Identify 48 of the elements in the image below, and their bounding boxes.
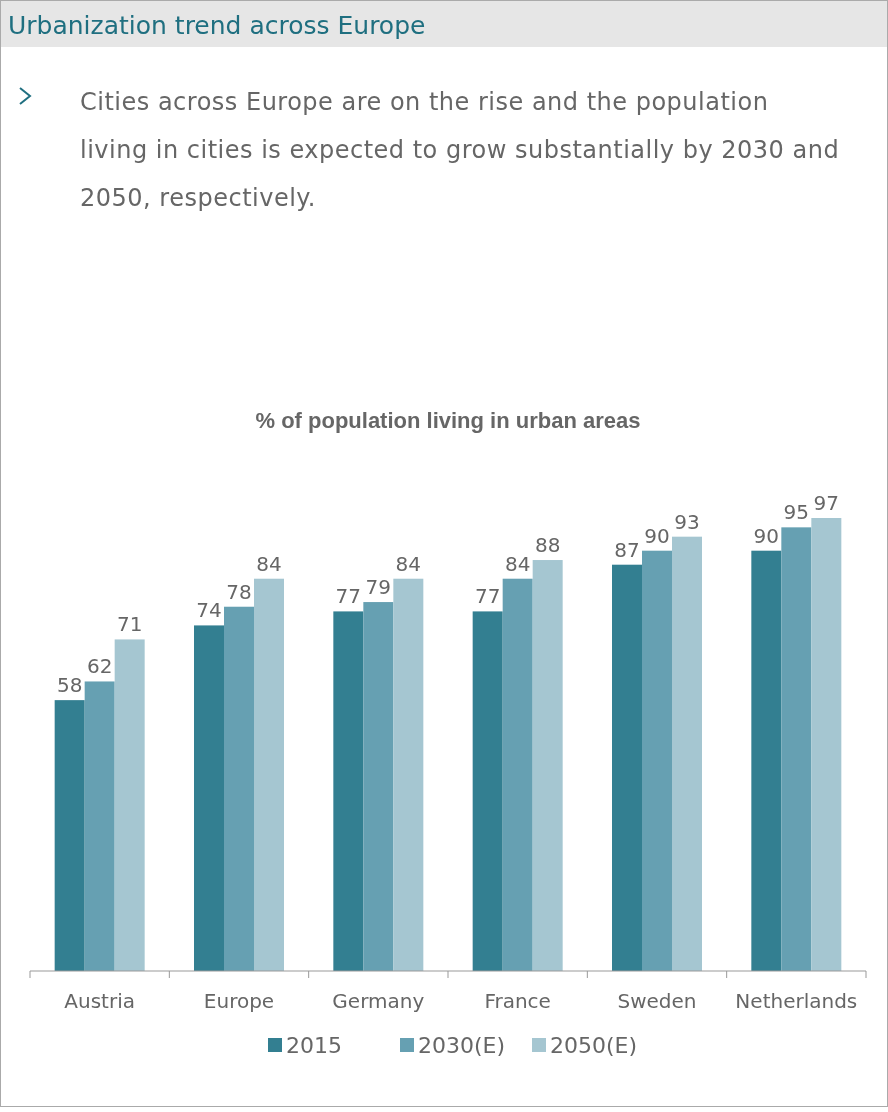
text: % of population living in urban areas bbox=[255, 408, 641, 433]
data-label: 78 bbox=[226, 579, 252, 604]
legend-label: 2015 bbox=[286, 1033, 342, 1058]
bar bbox=[642, 550, 672, 971]
data-label: 88 bbox=[534, 533, 561, 558]
x-tick-label: Austria bbox=[64, 989, 135, 1013]
x-tick-label: Netherlands bbox=[735, 989, 858, 1013]
bar bbox=[672, 536, 702, 971]
bar bbox=[502, 578, 533, 971]
data-label: 84 bbox=[395, 551, 422, 576]
bar bbox=[84, 681, 115, 971]
bar bbox=[363, 602, 394, 971]
x-tick-label: Germany bbox=[332, 989, 425, 1013]
data-label: 93 bbox=[674, 509, 700, 534]
data-label: 90 bbox=[644, 523, 670, 548]
bar bbox=[333, 611, 364, 971]
bar bbox=[254, 578, 284, 971]
data-label: 97 bbox=[813, 491, 840, 515]
bar bbox=[224, 606, 254, 971]
data-label: 84 bbox=[256, 551, 282, 576]
data-label: 87 bbox=[614, 537, 640, 562]
bar bbox=[194, 625, 224, 971]
data-label: 74 bbox=[196, 598, 222, 623]
x-tick-label: Europe bbox=[203, 989, 275, 1013]
data-label: 79 bbox=[365, 575, 392, 600]
bar bbox=[532, 560, 563, 971]
x-tick-label: Sweden bbox=[617, 989, 697, 1013]
data-label: 90 bbox=[753, 523, 780, 548]
data-label: 71 bbox=[116, 612, 143, 637]
bar bbox=[114, 639, 145, 971]
x-tick-label: France bbox=[484, 989, 551, 1013]
legend-label: 2030(E) bbox=[418, 1033, 506, 1058]
chart-title: Urbanization trend across Europe bbox=[8, 11, 426, 40]
data-label: 58 bbox=[56, 673, 83, 698]
chart-subtitle: Cities across Europe are on the rise and the population living in cities is expected to grow substantially by 2030 and 2050, respectively. bbox=[80, 87, 840, 214]
data-label: 95 bbox=[783, 500, 810, 525]
data-label: 62 bbox=[86, 654, 113, 679]
bar bbox=[393, 578, 424, 971]
legend-label: 2050(E) bbox=[550, 1033, 638, 1058]
bar bbox=[612, 564, 642, 971]
bar bbox=[54, 700, 85, 971]
bar bbox=[781, 527, 812, 971]
data-label: 77 bbox=[335, 584, 362, 609]
data-label: 84 bbox=[504, 551, 531, 576]
data-label: 77 bbox=[474, 584, 501, 609]
bar bbox=[811, 518, 842, 971]
bar bbox=[472, 611, 503, 971]
bar bbox=[751, 550, 782, 971]
